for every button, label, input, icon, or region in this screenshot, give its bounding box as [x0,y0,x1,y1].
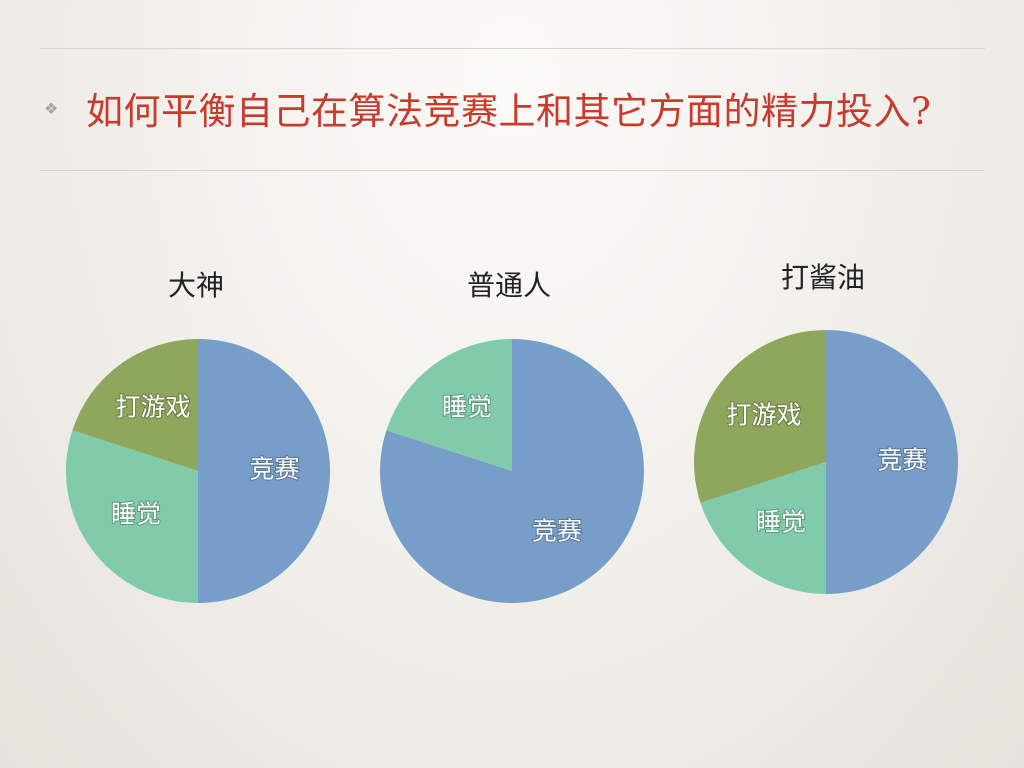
pie-slice-shuijiao [700,462,826,594]
pie-title-putongren: 普通人 [467,269,552,302]
pie-slice-label-dayouxi: 打游戏 [115,393,190,422]
pie-slice-label-shuijiao: 睡觉 [756,507,806,536]
slide-title: 如何平衡自己在算法竞赛上和其它方面的精力投入? [86,90,932,133]
pie-slice-jingsai [198,339,330,603]
pie-slice-dayouxi [693,330,826,503]
pie-slice-shuijiao [386,339,512,471]
pie-title-dajiangyou: 打酱油 [781,261,866,294]
header-top-rule [40,48,985,49]
pie-slice-label-jingsai: 竞赛 [878,446,928,475]
bullet-icon: ❖ [44,99,59,118]
pie-slice-shuijiao [65,430,198,603]
header-bottom-rule [40,170,985,171]
pie-slice-label-shuijiao: 睡觉 [442,393,492,422]
pie-slice-label-jingsai: 竞赛 [532,516,582,545]
pie-slice-label-dayouxi: 打游戏 [727,401,802,430]
pie-chart-putongren: 竞赛 睡觉 [379,339,644,603]
pie-title-dashen: 大神 [168,269,225,302]
pie-slice-jingsai [826,330,958,594]
pie-slice-label-shuijiao: 睡觉 [111,500,161,529]
pie-slice-jingsai [379,339,644,603]
pie-slice-label-jingsai: 竞赛 [250,455,300,484]
pie-slice-dayouxi [72,339,198,471]
